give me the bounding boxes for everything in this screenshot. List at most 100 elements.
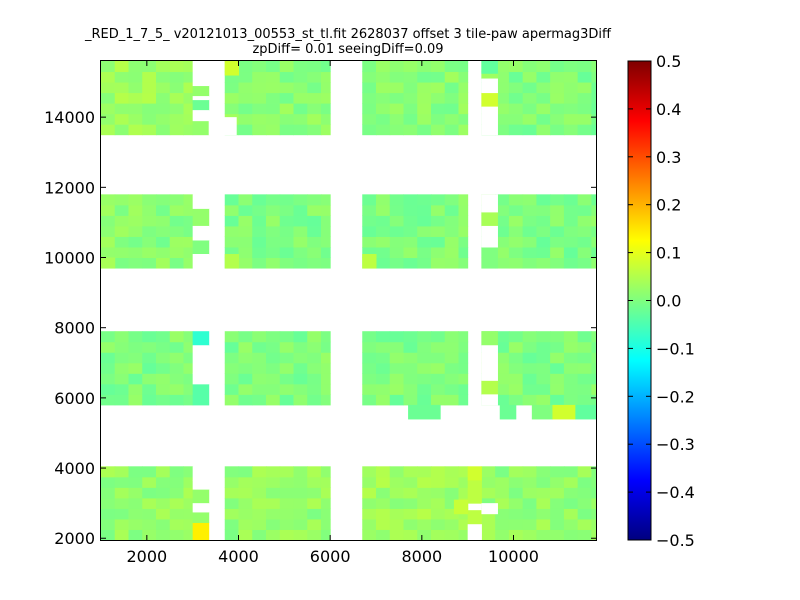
heatmap-cell: [362, 215, 377, 227]
heatmap-cell: [362, 246, 377, 259]
heatmap-cell: [252, 82, 267, 94]
heatmap-cell: [128, 341, 143, 353]
x-tick-label: 8000: [401, 547, 442, 566]
heatmap-cell: [279, 508, 294, 520]
heatmap-cell: [508, 124, 524, 136]
heatmap-cell: [591, 394, 597, 406]
heatmap-cell: [142, 246, 157, 259]
y-tick-label: 4000: [54, 459, 95, 478]
heatmap-cell: [114, 508, 129, 520]
heatmap-cell: [321, 362, 331, 374]
heatmap-cell: [408, 404, 441, 420]
heatmap-cell: [550, 497, 565, 509]
heatmap-cell: [266, 225, 281, 237]
heatmap-cell: [279, 487, 294, 499]
heatmap-cell: [431, 362, 446, 374]
heatmap-cell: [508, 257, 524, 269]
heatmap-cell: [252, 103, 267, 115]
chart-title-line1: _RED_1_7_5_ v20121013_00553_st_tl.fit 26…: [84, 27, 612, 42]
heatmap-cell: [266, 113, 281, 125]
heatmap-cell: [183, 341, 194, 353]
heatmap-cell: [376, 529, 391, 541]
heatmap-cell: [101, 383, 116, 395]
heatmap-cell: [577, 352, 592, 364]
heatmap-cell: [101, 331, 116, 343]
heatmap-cell: [389, 124, 404, 136]
heatmap-cell: [238, 331, 253, 343]
heatmap-cell: [128, 508, 143, 520]
heatmap-cell: [279, 124, 294, 136]
empty-cell: [192, 466, 210, 481]
heatmap-cell: [362, 383, 377, 395]
heatmap-cell: [431, 61, 446, 73]
heatmap-cell: [252, 257, 267, 269]
heatmap-cell: [508, 92, 524, 104]
heatmap-cell: [417, 394, 432, 406]
heatmap-cell: [563, 518, 579, 530]
heatmap-cell: [389, 246, 404, 259]
heatmap-cell: [403, 257, 418, 269]
heatmap-cell: [467, 466, 482, 481]
heatmap-cell: [156, 246, 171, 259]
heatmap-cell: [169, 82, 184, 94]
heatmap-cell: [389, 529, 404, 541]
heatmap-cell: [458, 71, 469, 83]
heatmap-cell: [128, 362, 143, 374]
empty-cell: [192, 345, 210, 374]
heatmap-cell: [577, 383, 592, 395]
heatmap-cell: [444, 257, 459, 269]
heatmap-cell: [522, 124, 537, 136]
heatmap-cell: [252, 113, 267, 125]
heatmap-cell: [481, 380, 498, 395]
heatmap-cell: [417, 215, 432, 227]
heatmap-cell: [156, 215, 171, 227]
heatmap-cell: [114, 466, 129, 478]
heatmap-cell: [293, 373, 308, 385]
heatmap-cell: [508, 362, 524, 374]
heatmap-cell: [495, 352, 510, 364]
heatmap-cell: [114, 246, 129, 259]
heatmap-cell: [321, 352, 331, 364]
heatmap-cell: [169, 194, 184, 206]
heatmap-cell: [114, 71, 129, 83]
heatmap-cell: [403, 362, 418, 374]
heatmap-cell: [431, 487, 446, 499]
heatmap-cell: [577, 331, 592, 343]
heatmap-cell: [128, 246, 143, 259]
heatmap-cell: [307, 383, 322, 395]
heatmap-cell: [114, 124, 129, 136]
heatmap-cell: [431, 341, 446, 353]
heatmap-cell: [252, 487, 267, 499]
heatmap-cell: [142, 331, 157, 343]
heatmap-cell: [403, 476, 418, 488]
heatmap-cell: [362, 487, 377, 499]
heatmap-cell: [563, 341, 579, 353]
heatmap-cell: [444, 373, 459, 385]
heatmap-cell: [266, 497, 281, 509]
heatmap-cell: [458, 257, 469, 269]
heatmap-cell: [114, 204, 129, 216]
heatmap-cell: [444, 518, 459, 530]
heatmap-cell: [362, 92, 377, 104]
heatmap-cell: [224, 92, 239, 104]
heatmap-cell: [114, 61, 129, 73]
heatmap-cell: [114, 257, 129, 269]
heatmap-cell: [536, 383, 551, 395]
heatmap-cell: [362, 103, 377, 115]
heatmap-cell: [536, 82, 551, 94]
heatmap-cell: [307, 341, 322, 353]
heatmap-cell: [431, 92, 446, 104]
heatmap-cell: [169, 61, 184, 73]
heatmap-cell: [591, 204, 597, 216]
heatmap-cell: [458, 487, 469, 499]
heatmap-cell: [128, 71, 143, 83]
heatmap-cell: [508, 476, 524, 488]
heatmap-cell: [293, 103, 308, 115]
heatmap-cell: [522, 373, 537, 385]
heatmap-cell: [101, 225, 116, 237]
heatmap-cell: [183, 373, 194, 385]
heatmap-cell: [183, 124, 194, 136]
heatmap-cell: [169, 508, 184, 520]
heatmap-cell: [536, 246, 551, 259]
heatmap-cell: [114, 225, 129, 237]
